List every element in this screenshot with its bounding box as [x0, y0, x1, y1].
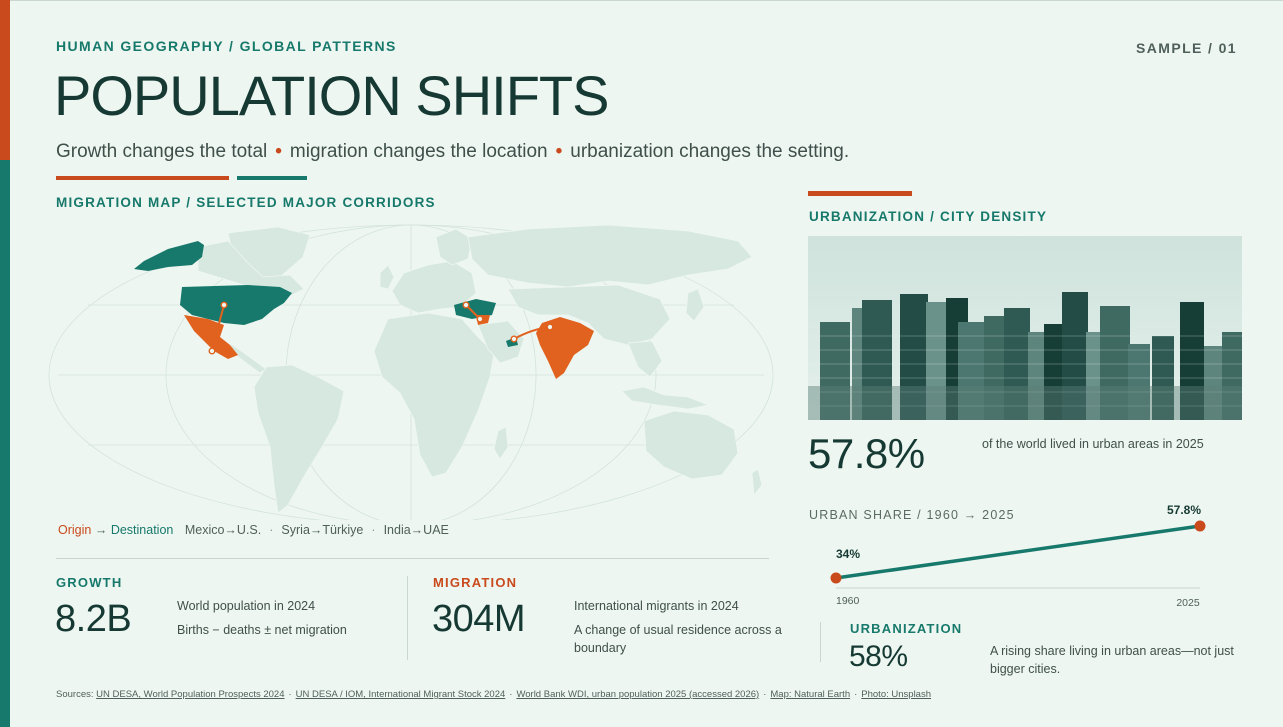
city-skyline-photo	[808, 236, 1242, 420]
migration-value: 304M	[432, 598, 526, 640]
urbanization-divider	[820, 622, 821, 662]
accent-edge-orange	[0, 0, 10, 160]
subtitle-dot: •	[555, 141, 563, 162]
growth-value: 8.2B	[55, 598, 132, 640]
skyline-ground	[808, 386, 1242, 420]
urban-chart-title: URBAN SHARE / 1960 → 2025	[809, 508, 1015, 522]
subtitle-underline-teal	[237, 176, 307, 180]
map-legend: Origin → Destination Mexico→U.S. · Syria→T…	[58, 523, 449, 537]
chart-data-label-2025: 57.8%	[1167, 503, 1201, 517]
map-land	[197, 224, 763, 514]
sources-sep: ·	[509, 689, 513, 700]
legend-destination: Destination	[110, 523, 174, 537]
subtitle-urbanization: urbanization changes the setting.	[570, 141, 850, 162]
legend-corridor-india: India→UAE	[383, 523, 449, 537]
dot-syria	[476, 315, 484, 323]
kicker: HUMAN GEOGRAPHY / GLOBAL PATTERNS	[56, 38, 397, 54]
skyline-windows	[808, 335, 1242, 407]
growth-note-2: Births − deaths ± net migration	[177, 623, 347, 637]
source-link-wpp[interactable]: UN DESA, World Population Prospects 2024	[96, 689, 285, 700]
legend-origin: Origin	[58, 523, 92, 537]
sample-label: SAMPLE / 01	[1136, 40, 1237, 56]
sources-sep: ·	[763, 689, 767, 700]
legend-sep: ·	[269, 523, 274, 537]
migration-label: MIGRATION	[433, 575, 518, 590]
urbanization-value: 58%	[849, 640, 908, 673]
map-destinations	[134, 241, 518, 347]
mexico-shape	[184, 315, 238, 359]
chart-data-label-1960: 34%	[836, 547, 860, 561]
subtitle-underline-orange	[56, 176, 229, 180]
urban-share-note: of the world lived in urban areas in 202…	[982, 437, 1204, 451]
dot-turkiye	[462, 301, 470, 309]
map-section-label: MIGRATION MAP / SELECTED MAJOR CORRIDORS	[56, 195, 436, 210]
sources-line: Sources: UN DESA, World Population Prosp…	[56, 689, 931, 700]
urbanization-accent-bar	[808, 191, 912, 196]
dot-uae	[510, 335, 518, 343]
legend-corridor-mexico: Mexico→U.S.	[184, 523, 262, 537]
source-link-unsplash[interactable]: Photo: Unsplash	[861, 689, 931, 700]
skyline-buildings	[820, 292, 1242, 420]
growth-note-1: World population in 2024	[177, 599, 316, 613]
dot-india	[546, 323, 554, 331]
migration-note-1: International migrants in 2024	[574, 599, 739, 613]
accent-edge-teal	[0, 160, 10, 727]
legend-corridor-syria: Syria→Türkiye	[281, 523, 364, 537]
urbanization-label: URBANIZATION	[850, 621, 963, 636]
sources-sep: ·	[854, 689, 858, 700]
stat-divider	[407, 576, 408, 660]
sources-sep: ·	[288, 689, 292, 700]
urban-share-chart: 34% 57.8% 1960 2025	[830, 503, 1206, 609]
subtitle-growth: Growth changes the total	[56, 141, 268, 162]
legend-sep: ·	[371, 523, 376, 537]
subtitle: Growth changes the total • migration chang…	[56, 141, 849, 163]
urbanization-note: A rising share living in urban areas—not…	[990, 644, 1234, 676]
usa-shape	[180, 285, 292, 325]
sources-prefix: Sources:	[56, 689, 94, 700]
alaska-shape	[134, 241, 204, 271]
source-link-wdi[interactable]: World Bank WDI, urban population 2025 (a…	[516, 689, 760, 700]
chart-point-2025	[1194, 520, 1206, 532]
source-link-natural-earth[interactable]: Map: Natural Earth	[770, 689, 851, 700]
dot-mexico	[208, 347, 216, 355]
chart-x-tick-1960: 1960	[836, 595, 860, 607]
map-rule	[56, 558, 769, 559]
chart-point-1960	[830, 572, 842, 584]
origin-dots	[208, 301, 554, 355]
dot-us	[220, 301, 228, 309]
growth-label: GROWTH	[56, 575, 123, 590]
chart-series-line	[834, 524, 1202, 580]
subtitle-dot: •	[275, 141, 282, 162]
subtitle-migration: migration changes the location	[289, 141, 548, 162]
world-map	[48, 224, 774, 520]
legend-arrow: →	[94, 523, 108, 537]
map-origins	[184, 315, 594, 379]
migration-note-2: A change of usual residence across a bou…	[574, 623, 782, 655]
urban-share-value: 57.8%	[808, 430, 925, 477]
top-border	[10, 0, 1283, 1]
arrow-mexico-us	[211, 304, 225, 352]
urbanization-section-label: URBANIZATION / CITY DENSITY	[809, 209, 1048, 224]
source-link-migrant-stock[interactable]: UN DESA / IOM, International Migrant Sto…	[295, 689, 506, 700]
page-title: POPULATION SHIFTS	[54, 64, 609, 127]
india-shape	[536, 317, 594, 379]
chart-x-tick-2025: 2025	[1176, 597, 1200, 609]
